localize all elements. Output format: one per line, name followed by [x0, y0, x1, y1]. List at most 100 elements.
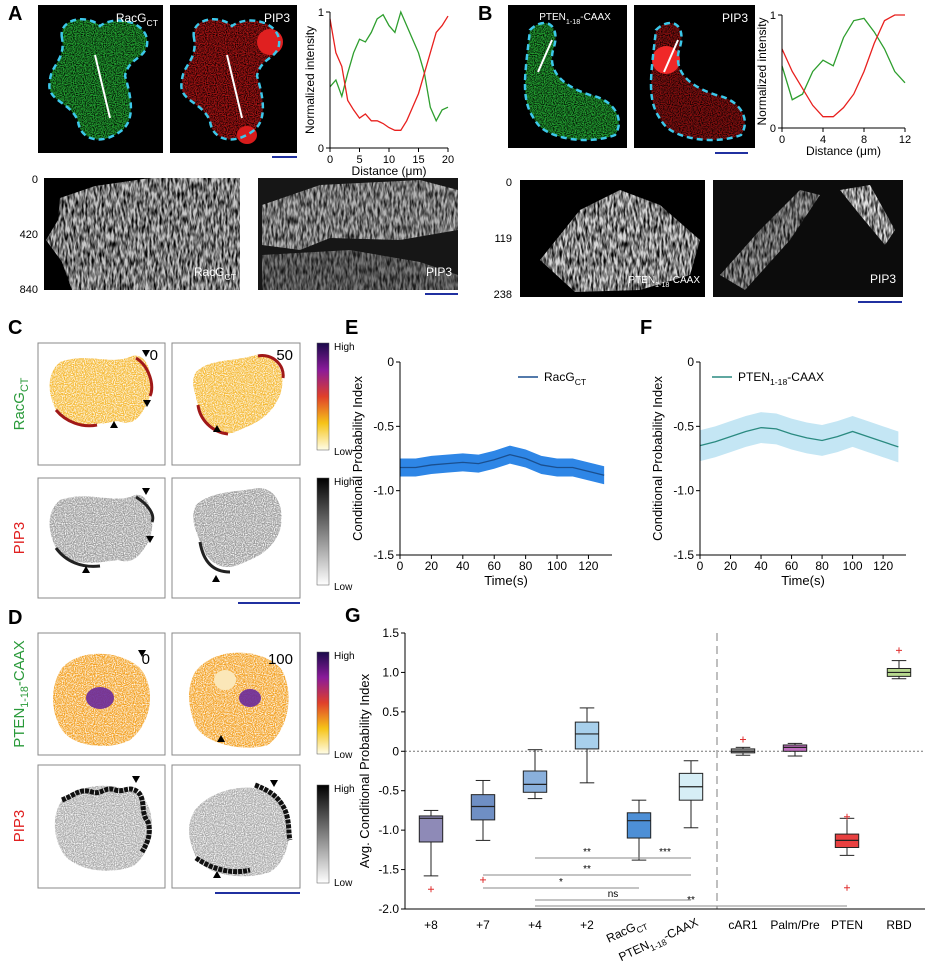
y-tick-label: 0 — [687, 355, 694, 369]
panel-label: A — [8, 3, 22, 25]
outlier — [844, 884, 850, 891]
significance-label: * — [559, 877, 563, 888]
x-tick-label: 12 — [899, 134, 911, 146]
x-tick-label: 0 — [697, 559, 704, 573]
significance-label: ** — [583, 847, 591, 858]
text-part: RacG — [11, 392, 28, 430]
image-label: RacGCT — [116, 11, 159, 28]
x-tick-label: 20 — [442, 154, 454, 166]
text-part: -CAAX — [661, 915, 700, 943]
x-tick-label: 0 — [397, 559, 404, 573]
frame-number: 0 — [150, 347, 158, 364]
panel-label: D — [8, 607, 22, 629]
row-label: PIP3 — [11, 522, 28, 555]
line — [329, 15, 449, 131]
colorbar-label: High — [334, 784, 355, 795]
row-label: RacGCT — [11, 377, 31, 430]
colorbar-label: Low — [334, 447, 353, 458]
row-label: PTEN1-18-CAAX — [11, 640, 31, 747]
x-tick-label: 10 — [383, 154, 395, 166]
image-label: PIP3 — [722, 11, 748, 25]
y-tick-label: 1 — [318, 7, 324, 19]
y-tick-label: -0.5 — [673, 419, 694, 433]
text-part: -CAAX — [580, 12, 611, 23]
x-tick-label: 60 — [785, 559, 799, 573]
text-part: RacG — [194, 265, 225, 279]
text-part: -CAAX — [787, 370, 824, 384]
x-tick-label: 8 — [861, 134, 867, 146]
x-tick-label: 4 — [820, 134, 826, 146]
line — [781, 17, 906, 101]
significance-label: *** — [659, 847, 671, 858]
subscript: CT — [19, 377, 31, 392]
kymograph-tick-label: 840 — [20, 284, 38, 296]
kymograph-label: PIP3 — [870, 272, 896, 286]
x-tick-label: 80 — [519, 559, 533, 573]
image-label: PIP3 — [264, 11, 290, 25]
image-pip3: PIP3 — [170, 5, 297, 158]
outlier — [428, 886, 434, 893]
panel-label: G — [345, 605, 361, 627]
x-tick-label: 40 — [456, 559, 470, 573]
text-part: -CAAX — [669, 275, 700, 286]
subscript: 1-18 — [770, 377, 787, 387]
x-tick-label: 120 — [873, 559, 893, 573]
x-tick-label: +4 — [528, 918, 542, 932]
y-tick-label: -1.0 — [378, 823, 399, 837]
box — [574, 721, 600, 750]
x-tick-label: Palm/Pre — [770, 918, 820, 932]
heatmap-images-d: 0 100 High Low — [37, 632, 355, 761]
y-tick-label: 1 — [770, 10, 776, 22]
x-axis-label: Distance (μm) — [806, 144, 881, 158]
y-tick-label: 0 — [392, 744, 399, 758]
y-tick-label: -1.0 — [373, 484, 394, 498]
kymograph-tick-label: 119 — [494, 233, 512, 245]
significance-label: ns — [608, 889, 619, 900]
colorbar-label: High — [334, 651, 355, 662]
x-tick-label: 20 — [425, 559, 439, 573]
subscript: 1-18 — [19, 686, 31, 708]
x-tick-label: PTEN — [831, 918, 863, 932]
y-tick-label: 0 — [318, 143, 324, 155]
x-tick-label: cAR1 — [728, 918, 758, 932]
y-tick-label: 0 — [387, 355, 394, 369]
y-tick-label: -1.0 — [673, 484, 694, 498]
x-tick-label: 0 — [779, 134, 785, 146]
significance-label: ** — [583, 864, 591, 875]
box — [522, 770, 548, 793]
line — [329, 10, 449, 123]
panel-label: E — [345, 317, 358, 339]
line — [781, 14, 905, 118]
outlier — [480, 876, 486, 883]
row-label: PIP3 — [11, 810, 28, 843]
x-tick-label: RBD — [886, 918, 912, 932]
x-tick-label: 100 — [843, 559, 863, 573]
x-tick-label: +2 — [580, 918, 594, 932]
x-tick-label: 0 — [327, 154, 333, 166]
kymograph-a: RacGCT PIP3 0 420 840 — [20, 174, 458, 296]
box — [782, 744, 808, 752]
image-racg: RacGCT — [38, 5, 163, 153]
colorbar-label: High — [334, 342, 355, 353]
kymograph-tick-label: 0 — [32, 174, 38, 186]
kymograph-tick-label: 238 — [494, 289, 512, 301]
y-tick-label: 0 — [770, 123, 776, 135]
x-tick-label: 120 — [578, 559, 598, 573]
text-part: PTEN — [539, 12, 566, 23]
x-tick-label: 60 — [488, 559, 502, 573]
x-tick-label: 15 — [412, 154, 424, 166]
text-part: RacG — [604, 920, 638, 946]
colorbar-label: Low — [334, 878, 353, 889]
x-axis-label: Time(s) — [781, 573, 825, 588]
legend-label: RacGCT — [544, 370, 587, 387]
frame-number: 0 — [142, 651, 150, 668]
text-part: RacG — [116, 11, 147, 25]
colorbar-label: High — [334, 477, 355, 488]
y-axis-label: Normalized intensity — [755, 17, 769, 125]
box — [626, 812, 652, 839]
grey-images-d: High Low — [37, 764, 355, 894]
x-tick-label: +7 — [476, 918, 490, 932]
kymograph-label: PIP3 — [426, 265, 452, 279]
kymograph-label: RacGCT — [194, 265, 237, 282]
